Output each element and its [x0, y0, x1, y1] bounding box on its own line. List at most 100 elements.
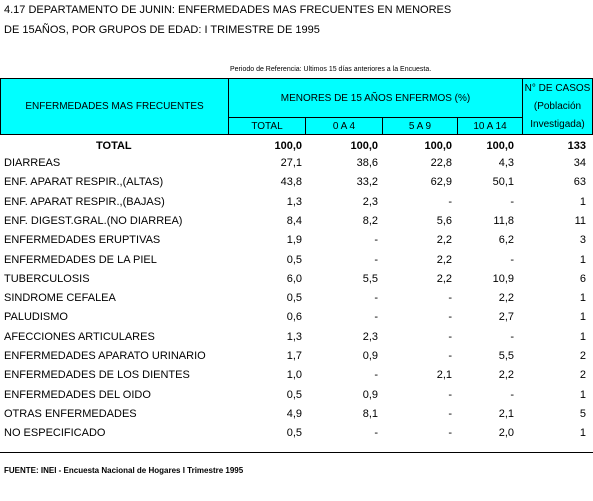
- cases-header-line: Investigada): [530, 118, 585, 130]
- cell: 8,2: [362, 214, 378, 227]
- cell: 2,3: [362, 330, 378, 343]
- cell: 1: [579, 195, 586, 208]
- row-label: PALUDISMO: [4, 311, 68, 324]
- cell: 2,7: [498, 311, 514, 324]
- cell: 2,2: [498, 369, 514, 382]
- cell: 1,0: [286, 369, 302, 382]
- cell: 5,5: [362, 272, 378, 285]
- cell: 2: [579, 369, 586, 382]
- row-label: ENFERMEDADES DE LOS DIENTES: [4, 369, 190, 382]
- row-label: AFECCIONES ARTICULARES: [4, 330, 155, 343]
- cell: 1: [579, 427, 586, 440]
- cell: 22,8: [430, 157, 452, 169]
- cell: -: [448, 407, 452, 420]
- cell: 8,4: [286, 214, 302, 227]
- cell: 100,0: [424, 140, 452, 152]
- cell: -: [510, 195, 514, 208]
- cell: -: [448, 388, 452, 401]
- cell: 1: [579, 292, 586, 305]
- cell: 1: [579, 311, 586, 324]
- cell: 2,2: [498, 292, 514, 305]
- cases-header: N° DE CASOS (Población Investigada): [522, 78, 593, 135]
- row-label: TUBERCULOSIS: [4, 272, 90, 285]
- row-label: ENF. APARAT RESPIR.,(BAJAS): [4, 195, 165, 208]
- cell: 11,8: [493, 214, 514, 227]
- row-label: NO ESPECIFICADO: [4, 427, 106, 440]
- sub-header: 0 A 4: [305, 117, 383, 135]
- cell: 38,6: [356, 157, 378, 169]
- cell: 133: [567, 140, 586, 152]
- cell: -: [448, 195, 452, 208]
- cell: 62,9: [430, 176, 452, 189]
- cell: 2,2: [436, 253, 452, 266]
- cell: 11: [574, 214, 586, 227]
- cell: 6: [579, 272, 586, 285]
- cell: 0,5: [286, 388, 302, 401]
- title-line: 4.17 DEPARTAMENTO DE JUNIN: ENFERMEDADES…: [4, 4, 452, 16]
- cell: 1: [579, 388, 586, 401]
- cell: 10,9: [492, 272, 514, 285]
- row-label: DIARREAS: [4, 157, 61, 169]
- title-line: DE 15AÑOS, POR GRUPOS DE EDAD: I TRIMEST…: [4, 24, 320, 36]
- bottom-rule: [0, 452, 593, 453]
- cell: -: [448, 292, 452, 305]
- cell: 0,5: [286, 253, 302, 266]
- cell: -: [374, 253, 378, 266]
- cell: 34: [573, 157, 586, 169]
- cell: 6,0: [286, 272, 302, 285]
- cell: 63: [573, 176, 586, 189]
- row-label: ENFERMEDADES ERUPTIVAS: [4, 234, 161, 247]
- cell: -: [374, 292, 378, 305]
- row-label: ENFERMEDADES DE LA PIEL: [4, 253, 157, 266]
- cell: 2,0: [498, 427, 514, 440]
- cell: 1: [579, 253, 586, 266]
- cell: 3: [579, 234, 586, 247]
- cell: -: [448, 330, 452, 343]
- row-label: OTRAS ENFERMEDADES: [4, 407, 137, 420]
- sub-header: 10 A 14: [457, 117, 523, 135]
- cell: 5,6: [436, 214, 452, 227]
- cell: 0,6: [286, 311, 302, 324]
- row-label: ENFERMEDADES APARATO URINARIO: [4, 350, 206, 362]
- note: Periodo de Referencia: Ultimos 15 días a…: [230, 66, 432, 73]
- group-header: MENORES DE 15 AÑOS ENFERMOS (%): [228, 78, 523, 118]
- row-label: TOTAL: [96, 140, 132, 152]
- row-label: ENF. DIGEST.GRAL.(NO DIARREA): [4, 214, 183, 227]
- cell: -: [374, 427, 378, 440]
- cell: 2,2: [436, 272, 452, 285]
- source: FUENTE: INEI - Encuesta Nacional de Hoga…: [4, 466, 244, 475]
- cell: 2,1: [436, 369, 452, 382]
- cell: 43,8: [280, 176, 302, 189]
- cell: 33,2: [356, 176, 378, 189]
- cell: 1,3: [286, 330, 302, 343]
- cell: 100,0: [486, 140, 514, 152]
- cell: 1,3: [286, 195, 302, 208]
- cell: 2: [579, 350, 586, 362]
- cell: 0,9: [362, 350, 378, 362]
- cell: -: [448, 350, 452, 362]
- row-label: ENF. APARAT RESPIR.,(ALTAS): [4, 176, 164, 189]
- col-header: ENFERMEDADES MAS FRECUENTES: [0, 78, 229, 135]
- cell: 4,3: [498, 157, 514, 169]
- cell: 4,9: [286, 407, 302, 420]
- cases-header-line: N° DE CASOS: [524, 82, 591, 94]
- sub-header: 5 A 9: [382, 117, 458, 135]
- cell: 6,2: [498, 234, 514, 247]
- cell: 0,5: [286, 292, 302, 305]
- cell: 5,5: [498, 350, 514, 362]
- cell: 100,0: [350, 140, 378, 152]
- cell: 0,9: [362, 388, 378, 401]
- sub-header: TOTAL: [228, 117, 306, 135]
- cell: -: [374, 369, 378, 382]
- cell: 8,1: [362, 407, 378, 420]
- row-label: SINDROME CEFALEA: [4, 292, 116, 305]
- cell: 27,1: [280, 157, 302, 169]
- cell: -: [374, 234, 378, 247]
- cell: 2,3: [362, 195, 378, 208]
- cell: 50,1: [492, 176, 514, 189]
- cell: 5: [579, 407, 586, 420]
- cell: 0,5: [286, 427, 302, 440]
- cell: -: [374, 311, 378, 324]
- cell: 2,1: [498, 407, 514, 420]
